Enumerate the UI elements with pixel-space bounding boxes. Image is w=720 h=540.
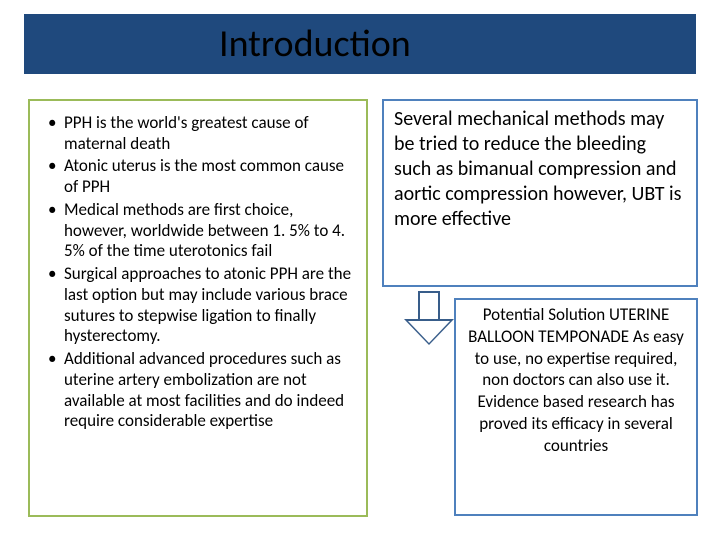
- bullet-item: PPH is the world's greatest cause of mat…: [36, 113, 356, 154]
- bullet-item: Atonic uterus is the most common cause o…: [36, 156, 356, 197]
- title-banner: Introduction: [24, 14, 696, 74]
- bullet-item: Medical methods are first choice, howeve…: [36, 200, 356, 262]
- down-arrow-icon: [404, 291, 454, 347]
- left-content-box: PPH is the world's greatest cause of mat…: [28, 99, 368, 517]
- right-top-text: Several mechanical methods may be tried …: [394, 107, 686, 232]
- right-bottom-box: Potential Solution UTERINE BALLOON TEMPO…: [454, 298, 698, 516]
- right-top-box: Several mechanical methods may be tried …: [382, 99, 698, 287]
- slide-title: Introduction: [219, 21, 411, 67]
- right-bottom-text: Potential Solution UTERINE BALLOON TEMPO…: [464, 304, 688, 456]
- bullet-item: Additional advanced procedures such as u…: [36, 349, 356, 432]
- bullet-list: PPH is the world's greatest cause of mat…: [36, 113, 356, 432]
- bullet-item: Surgical approaches to atonic PPH are th…: [36, 264, 356, 347]
